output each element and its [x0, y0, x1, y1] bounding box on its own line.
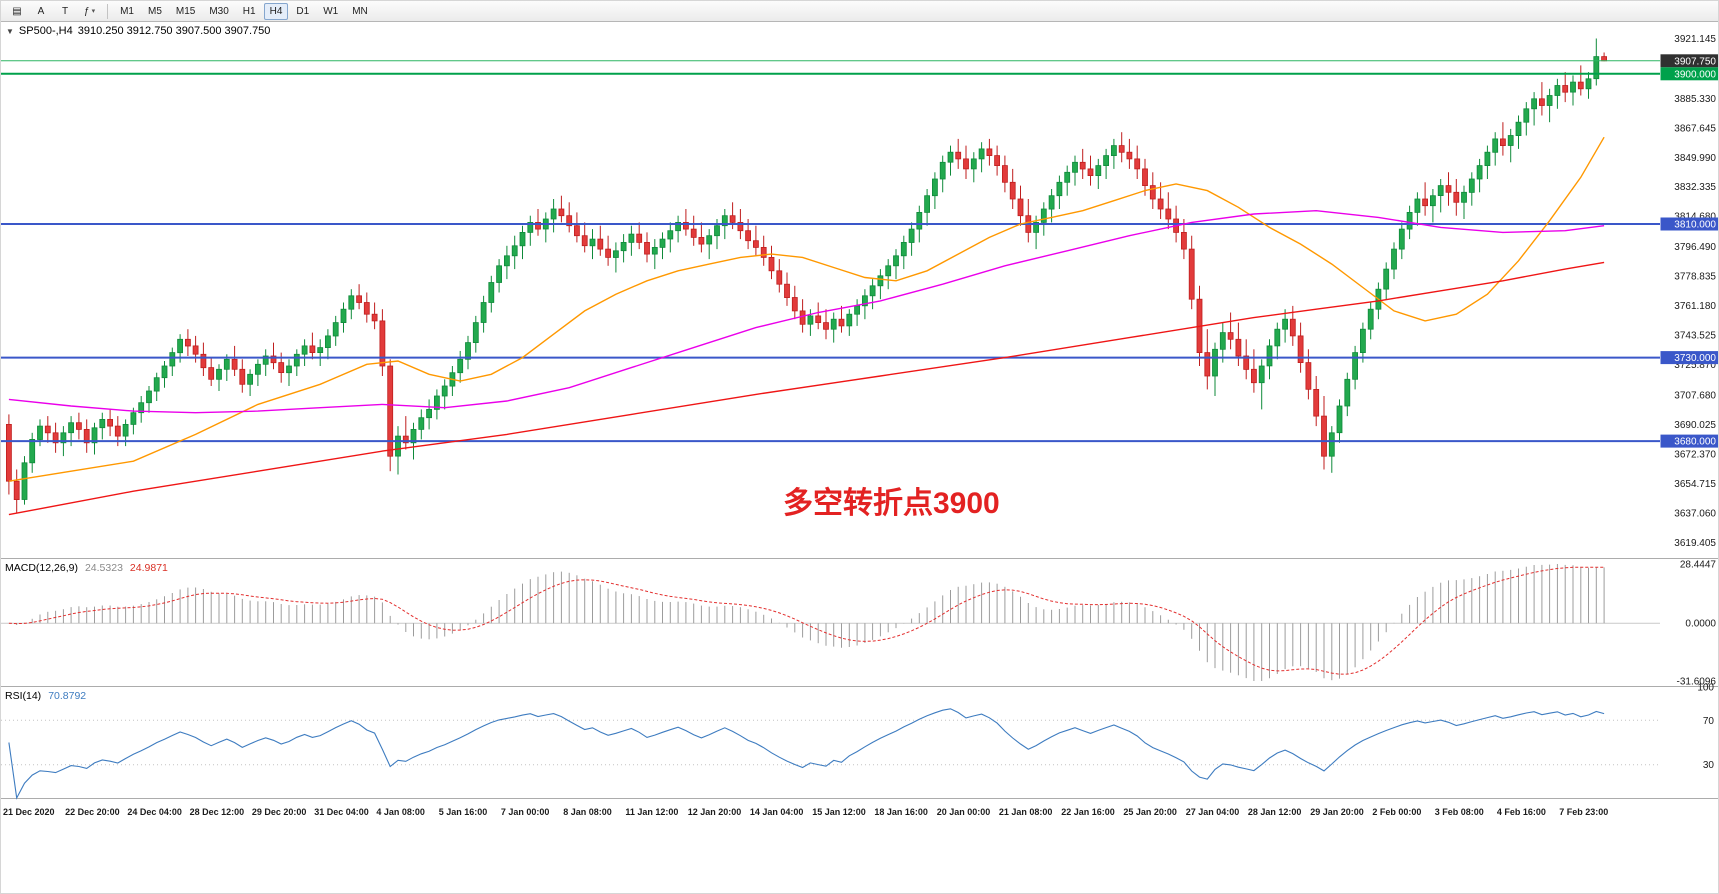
text-tool-button[interactable]: T [54, 3, 76, 20]
ma-mid-magenta [8, 209, 1605, 414]
svg-text:30: 30 [1703, 760, 1715, 771]
timeframe-d1-button[interactable]: D1 [290, 3, 315, 20]
ma-fast-orange [8, 136, 1605, 482]
svg-text:28.4447: 28.4447 [1680, 560, 1717, 571]
svg-text:14 Jan 04:00: 14 Jan 04:00 [750, 807, 804, 817]
date-axis[interactable]: 21 Dec 2020 22 Dec 20:00 24 Dec 04:00 28 De… [3, 807, 1608, 817]
timeframe-mn-button[interactable]: MN [346, 3, 374, 20]
timeframe-m15-button[interactable]: M15 [170, 3, 201, 20]
svg-text:27 Jan 04:00: 27 Jan 04:00 [1186, 807, 1240, 817]
timeframe-h1-button[interactable]: H1 [237, 3, 262, 20]
svg-text:5 Jan 16:00: 5 Jan 16:00 [439, 807, 488, 817]
svg-text:3810.000: 3810.000 [1674, 220, 1716, 231]
chart-region: 3921.145 3885.330 3867.645 3849.990 3832.335… [1, 22, 1719, 894]
timeframe-m5-button[interactable]: M5 [142, 3, 168, 20]
svg-text:3654.715: 3654.715 [1674, 479, 1716, 490]
svg-text:31 Dec 04:00: 31 Dec 04:00 [314, 807, 369, 817]
svg-text:3 Feb 08:00: 3 Feb 08:00 [1435, 807, 1484, 817]
svg-text:29 Dec 20:00: 29 Dec 20:00 [252, 807, 307, 817]
candles [6, 38, 1607, 513]
svg-text:3885.330: 3885.330 [1674, 94, 1716, 105]
pointer-tool-button[interactable]: A [30, 3, 52, 20]
rsi-panel[interactable]: 100 70 30 [1, 683, 1715, 800]
chart-window-glyph: ▤ [12, 5, 22, 17]
toolbar: ▤ A T ƒ ▾ M1 M5 M15 M30 H1 H4 D1 W1 MN [1, 1, 1718, 22]
indicators-button[interactable]: ƒ ▾ [78, 3, 101, 20]
svg-text:3796.490: 3796.490 [1674, 242, 1716, 253]
svg-text:3725.870: 3725.870 [1674, 360, 1716, 371]
pointer-tool-icon: A [37, 5, 45, 17]
svg-text:3690.025: 3690.025 [1674, 420, 1716, 431]
svg-text:3680.000: 3680.000 [1674, 437, 1716, 448]
price-axis-labels[interactable]: 3921.145 3885.330 3867.645 3849.990 3832.335… [1674, 34, 1716, 549]
chevron-down-icon: ▾ [91, 8, 96, 15]
chart-canvas[interactable]: 3921.145 3885.330 3867.645 3849.990 3832.335… [1, 22, 1719, 894]
svg-text:3743.525: 3743.525 [1674, 331, 1716, 342]
svg-text:7 Jan 00:00: 7 Jan 00:00 [501, 807, 550, 817]
svg-text:3907.750: 3907.750 [1674, 56, 1716, 67]
svg-text:28 Dec 12:00: 28 Dec 12:00 [190, 807, 245, 817]
price-tags: 3907.750 3900.000 3810.000 3730.000 3680.000 [1660, 54, 1718, 448]
svg-text:2 Feb 00:00: 2 Feb 00:00 [1372, 807, 1421, 817]
text-tool-icon: T [61, 5, 69, 17]
svg-text:21 Dec 2020: 21 Dec 2020 [3, 807, 55, 817]
svg-text:3849.990: 3849.990 [1674, 153, 1716, 164]
svg-text:3707.680: 3707.680 [1674, 390, 1716, 401]
svg-text:8 Jan 08:00: 8 Jan 08:00 [563, 807, 612, 817]
svg-text:3730.000: 3730.000 [1674, 353, 1716, 364]
svg-text:3900.000: 3900.000 [1674, 69, 1716, 80]
svg-text:3761.180: 3761.180 [1674, 301, 1716, 312]
svg-text:20 Jan 00:00: 20 Jan 00:00 [937, 807, 991, 817]
svg-text:12 Jan 20:00: 12 Jan 20:00 [688, 807, 742, 817]
svg-text:4 Jan 08:00: 4 Jan 08:00 [376, 807, 425, 817]
svg-text:3814.680: 3814.680 [1674, 212, 1716, 223]
chart-window-icon[interactable]: ▤ [6, 3, 28, 20]
svg-text:7 Feb 23:00: 7 Feb 23:00 [1559, 807, 1608, 817]
panel-separators[interactable] [1, 558, 1719, 799]
timeframe-m1-button[interactable]: M1 [114, 3, 140, 20]
toolbar-separator [107, 3, 109, 19]
svg-text:3778.835: 3778.835 [1674, 272, 1716, 283]
svg-text:3619.405: 3619.405 [1674, 538, 1716, 549]
svg-text:3637.060: 3637.060 [1674, 508, 1716, 519]
svg-text:24 Dec 04:00: 24 Dec 04:00 [127, 807, 182, 817]
svg-text:22 Dec 20:00: 22 Dec 20:00 [65, 807, 120, 817]
svg-text:22 Jan 16:00: 22 Jan 16:00 [1061, 807, 1115, 817]
ma-slow-red [8, 261, 1605, 516]
svg-text:0.0000: 0.0000 [1685, 619, 1716, 630]
indicators-icon: ƒ [84, 5, 90, 17]
svg-text:21 Jan 08:00: 21 Jan 08:00 [999, 807, 1053, 817]
svg-text:-31.6096: -31.6096 [1677, 677, 1717, 688]
svg-text:4 Feb 16:00: 4 Feb 16:00 [1497, 807, 1546, 817]
svg-text:18 Jan 16:00: 18 Jan 16:00 [874, 807, 928, 817]
svg-text:15 Jan 12:00: 15 Jan 12:00 [812, 807, 866, 817]
svg-text:11 Jan 12:00: 11 Jan 12:00 [625, 807, 678, 817]
ma-lines [8, 136, 1605, 516]
timeframe-w1-button[interactable]: W1 [317, 3, 344, 20]
timeframe-m30-button[interactable]: M30 [203, 3, 234, 20]
svg-text:25 Jan 20:00: 25 Jan 20:00 [1123, 807, 1177, 817]
macd-panel[interactable]: 28.4447 0.0000 -31.6096 [1, 560, 1716, 688]
svg-text:70: 70 [1703, 716, 1715, 727]
svg-text:3672.370: 3672.370 [1674, 449, 1716, 460]
timeframe-h4-button[interactable]: H4 [263, 2, 289, 20]
svg-text:100: 100 [1697, 683, 1714, 694]
svg-text:29 Jan 20:00: 29 Jan 20:00 [1310, 807, 1364, 817]
svg-text:3921.145: 3921.145 [1674, 34, 1716, 45]
svg-text:3867.645: 3867.645 [1674, 123, 1716, 134]
svg-text:28 Jan 12:00: 28 Jan 12:00 [1248, 807, 1302, 817]
svg-text:3832.335: 3832.335 [1674, 182, 1716, 193]
horizontal-lines[interactable] [1, 60, 1660, 443]
